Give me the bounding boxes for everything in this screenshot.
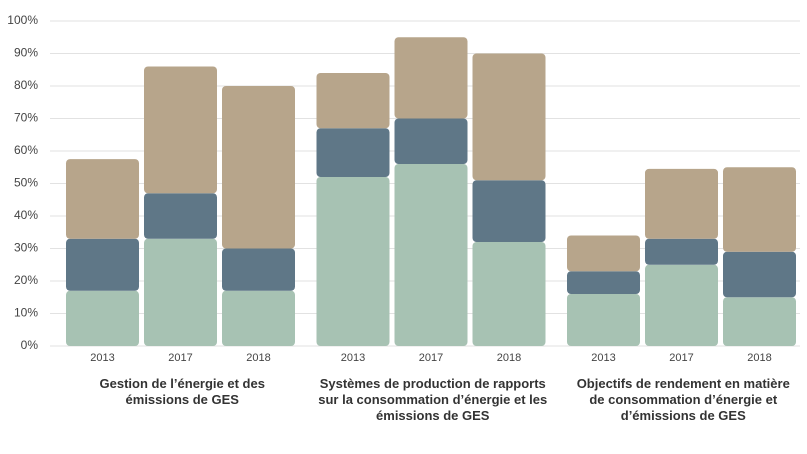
y-tick-label: 10% [14, 306, 38, 320]
bar-segment [567, 271, 640, 294]
y-tick-label: 60% [14, 143, 38, 157]
bar-segment [567, 235, 640, 272]
bar-segment [66, 238, 139, 291]
y-tick-label: 40% [14, 208, 38, 222]
x-tick-label: 2017 [419, 352, 443, 364]
y-tick-label: 80% [14, 78, 38, 92]
bar-segment [394, 37, 468, 119]
x-tick-label: 2018 [497, 352, 521, 364]
group-label: Gestion de l’énergie et des émissions de… [99, 376, 265, 407]
bar-segment [567, 294, 640, 346]
bar-segment [66, 290, 139, 346]
bar-segment [723, 251, 796, 298]
bar-segment [222, 86, 295, 249]
group-label: Objectifs de rendement en matière de con… [576, 376, 790, 423]
bar-segment [645, 238, 718, 265]
bar-segment [472, 53, 546, 181]
y-tick-label: 70% [14, 111, 38, 125]
bar-segment [144, 66, 217, 194]
bar-segment [316, 177, 390, 346]
y-tick-label: 30% [14, 241, 38, 255]
x-tick-label: 2018 [246, 352, 270, 364]
x-tick-label: 2013 [341, 352, 365, 364]
bar-segment [645, 168, 718, 239]
bar-segment [723, 297, 796, 346]
bar-segment [144, 193, 217, 239]
y-tick-label: 100% [7, 13, 38, 27]
y-tick-label: 0% [21, 338, 39, 352]
bar-segment [144, 238, 217, 346]
bar-segment [645, 264, 718, 346]
x-tick-label: 2013 [591, 352, 615, 364]
bar-segment [222, 248, 295, 291]
x-tick-label: 2018 [747, 352, 771, 364]
bar-segment [316, 73, 390, 129]
bar-segment [222, 290, 295, 346]
y-tick-label: 20% [14, 273, 38, 287]
bar-segment [316, 128, 390, 177]
x-tick-label: 2017 [168, 352, 192, 364]
bar-segment [472, 180, 546, 242]
bar-segment [723, 167, 796, 252]
chart: 0% 10% 20% 30% 40% 50% 60% 70% 80% 90% 100% 2013 201… [7, 13, 800, 364]
bar-segment [472, 242, 546, 346]
y-tick-label: 50% [14, 176, 38, 190]
bar-segment [66, 159, 139, 239]
x-tick-label: 2013 [90, 352, 114, 364]
group-label: Systèmes de production de rapports sur l… [318, 376, 548, 423]
x-tick-label: 2017 [669, 352, 693, 364]
bar-segment [394, 118, 468, 164]
y-tick-label: 90% [14, 46, 38, 60]
bar-segment [394, 164, 468, 346]
